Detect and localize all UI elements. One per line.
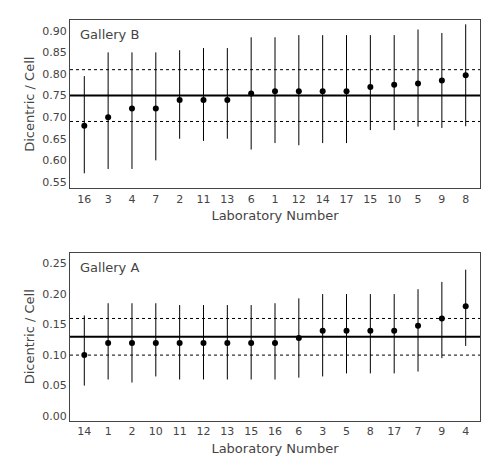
svg-text:10: 10 [387,193,401,206]
svg-text:0.60: 0.60 [42,154,67,167]
svg-text:0.65: 0.65 [42,133,67,146]
svg-text:10: 10 [149,425,163,438]
svg-text:Laboratory Number: Laboratory Number [211,208,339,223]
svg-text:9: 9 [438,193,445,206]
svg-text:0.55: 0.55 [42,176,67,189]
svg-text:3: 3 [319,425,326,438]
svg-text:Dicentric / Cell: Dicentric / Cell [22,289,37,384]
svg-text:Gallery A: Gallery A [80,260,139,275]
svg-text:2: 2 [176,193,183,206]
svg-text:7: 7 [152,193,159,206]
svg-text:0.80: 0.80 [42,68,67,81]
svg-text:8: 8 [367,425,374,438]
svg-text:0.00: 0.00 [42,410,67,423]
svg-text:15: 15 [363,193,377,206]
svg-text:12: 12 [292,193,306,206]
svg-text:14: 14 [316,193,330,206]
svg-text:13: 13 [220,193,234,206]
svg-text:Laboratory Number: Laboratory Number [211,441,339,456]
svg-text:6: 6 [248,193,255,206]
svg-text:14: 14 [77,425,91,438]
svg-text:1: 1 [105,425,112,438]
svg-text:17: 17 [387,425,401,438]
svg-text:5: 5 [415,193,422,206]
svg-text:Dicentric / Cell: Dicentric / Cell [22,57,37,152]
svg-text:16: 16 [77,193,91,206]
svg-text:5: 5 [343,425,350,438]
svg-text:7: 7 [415,425,422,438]
svg-text:0.15: 0.15 [42,318,67,331]
svg-text:4: 4 [462,425,469,438]
svg-text:11: 11 [196,193,210,206]
svg-text:4: 4 [128,193,135,206]
svg-text:2: 2 [128,425,135,438]
svg-text:0.70: 0.70 [42,111,67,124]
svg-text:Gallery B: Gallery B [80,27,139,42]
svg-text:16: 16 [268,425,282,438]
svg-text:9: 9 [438,425,445,438]
svg-text:8: 8 [462,193,469,206]
svg-text:15: 15 [244,425,258,438]
svg-text:0.75: 0.75 [42,89,67,102]
svg-text:0.10: 0.10 [42,349,67,362]
svg-text:0.20: 0.20 [42,288,67,301]
svg-text:0.85: 0.85 [42,46,67,59]
svg-text:13: 13 [220,425,234,438]
svg-text:3: 3 [105,193,112,206]
svg-text:0.90: 0.90 [42,25,67,38]
svg-text:0.05: 0.05 [42,379,67,392]
svg-text:17: 17 [340,193,354,206]
svg-text:11: 11 [173,425,187,438]
svg-text:6: 6 [295,425,302,438]
svg-text:12: 12 [196,425,210,438]
svg-text:0.25: 0.25 [42,257,67,270]
svg-text:1: 1 [272,193,279,206]
